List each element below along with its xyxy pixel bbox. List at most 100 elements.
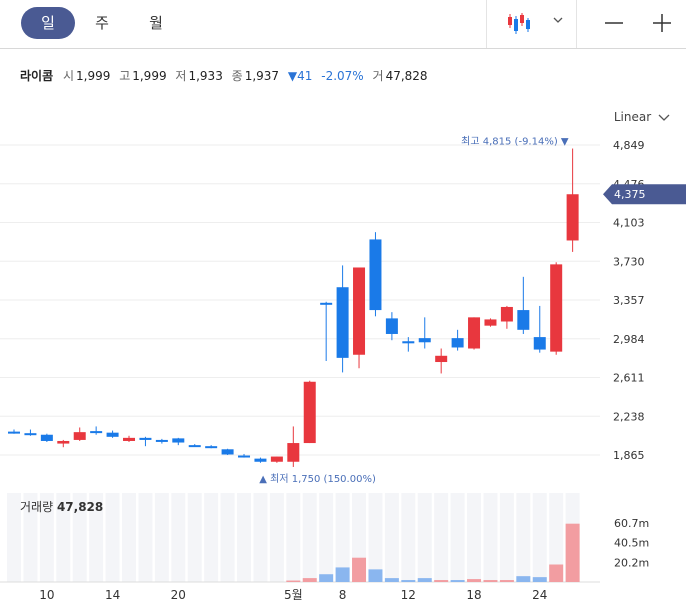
volume-column-bg (303, 493, 317, 582)
toolbar-divider (486, 0, 487, 48)
candle-body (369, 239, 381, 310)
close-label: 종 (232, 69, 243, 83)
volume-column-bg (122, 493, 136, 582)
candle-body (468, 317, 480, 348)
volume-bar (483, 580, 497, 582)
x-axis-label: 10 (39, 588, 54, 602)
price-tick-label: 2,611 (613, 372, 645, 385)
low-annotation: ▲ 최저 1,750 (150.00%) (259, 473, 376, 485)
candle-body (320, 303, 332, 305)
volume-bar (336, 567, 350, 582)
x-axis-label: 18 (466, 588, 481, 602)
change-percent: -2.07% (321, 69, 363, 83)
volume-column-bg (171, 493, 185, 582)
volume-bar (500, 580, 514, 582)
volume-bar (286, 581, 300, 582)
candle-body (550, 264, 562, 351)
candle-body (90, 431, 102, 433)
candle-body (567, 194, 579, 240)
scale-label: Linear (614, 110, 651, 124)
volume-column-bg (7, 493, 21, 582)
candle-body (353, 267, 365, 354)
volume-column-bg (138, 493, 152, 582)
price-tick-label: 3,357 (613, 294, 645, 307)
volume-column-bg (516, 493, 530, 582)
volume-bar (516, 576, 530, 582)
candle-body (238, 456, 250, 458)
volume-column-bg (401, 493, 415, 582)
volume-column-bg (106, 493, 120, 582)
ohlc-info-bar: 라이콤 시 1,999 고 1,999 저 1,933 종 1,937 ▼41 -2.0… (20, 67, 433, 84)
volume-column-bg (237, 493, 251, 582)
candle-body (24, 433, 36, 435)
volume-bar (401, 580, 415, 582)
candle-body (107, 433, 119, 437)
price-tick-label: 4,849 (613, 139, 645, 152)
period-week-button[interactable]: 주 (75, 7, 129, 39)
volume-column-bg (253, 493, 267, 582)
volume-column-bg (368, 493, 382, 582)
candle-body (452, 338, 464, 347)
volume-tick-label: 60.7m (614, 517, 649, 530)
x-axis-label: 24 (532, 588, 547, 602)
x-axis-label: 8 (339, 588, 347, 602)
volume-panel-value: 47,828 (57, 500, 103, 514)
candle-body (189, 445, 201, 447)
candle-body (74, 432, 86, 440)
volume-bar (533, 577, 547, 582)
period-month-button[interactable]: 월 (129, 7, 183, 39)
candle-body (386, 318, 398, 334)
current-price-label: 4,375 (614, 188, 646, 201)
close-value: 1,937 (245, 69, 279, 83)
candle-body (57, 441, 69, 444)
chart-type-selector[interactable] (505, 10, 565, 38)
volume-tick-label: 40.5m (614, 537, 649, 550)
volume-bar (368, 569, 382, 582)
toolbar-divider (576, 0, 577, 48)
volume-bar (434, 580, 448, 582)
candlestick-icon (505, 10, 565, 38)
stock-name: 라이콤 (20, 69, 53, 83)
volume-column-bg (155, 493, 169, 582)
price-tick-label: 1,865 (613, 449, 645, 462)
volume-panel-label: 거래량 47,828 (20, 500, 103, 514)
minus-icon (603, 10, 625, 38)
high-label: 고 (119, 69, 130, 83)
candle-body (156, 440, 168, 442)
x-axis-label: 5월 (284, 588, 303, 602)
candle-body (501, 307, 513, 322)
candle-body (304, 382, 316, 443)
x-axis-label: 20 (171, 588, 186, 602)
volume-column-bg (500, 493, 514, 582)
candle-body (8, 432, 20, 434)
candle-body (484, 319, 496, 325)
zoom-in-button[interactable] (651, 10, 673, 38)
chevron-down-icon (658, 113, 670, 121)
candle-body (41, 435, 53, 441)
volume-bar (385, 578, 399, 582)
volume-column-bg (204, 493, 218, 582)
price-tick-label: 2,238 (613, 410, 645, 423)
x-axis-label: 12 (401, 588, 416, 602)
volume-bar (303, 578, 317, 582)
candle-body (123, 438, 135, 441)
volume-tick-label: 20.2m (614, 556, 649, 569)
volume-column-bg (451, 493, 465, 582)
candle-body (534, 337, 546, 349)
volume-bar (352, 558, 366, 582)
candlestick-chart[interactable]: 4,8494,4764,1033,7303,3572,9842,6112,238… (0, 130, 690, 614)
x-axis-label: 14 (105, 588, 120, 602)
zoom-out-button[interactable] (603, 10, 625, 38)
volume-bar (467, 579, 481, 582)
open-label: 시 (63, 69, 74, 83)
candle-body (222, 449, 234, 454)
candle-body (287, 443, 299, 462)
high-value: 1,999 (132, 69, 166, 83)
change-down-icon: ▼ (288, 69, 297, 83)
volume-bar (549, 565, 563, 582)
candle-body (271, 457, 283, 462)
scale-selector[interactable]: Linear (614, 110, 670, 124)
candle-body (402, 341, 414, 343)
period-day-button[interactable]: 일 (21, 7, 75, 39)
high-annotation: 최고 4,815 (-9.14%) ▼ (461, 136, 569, 148)
